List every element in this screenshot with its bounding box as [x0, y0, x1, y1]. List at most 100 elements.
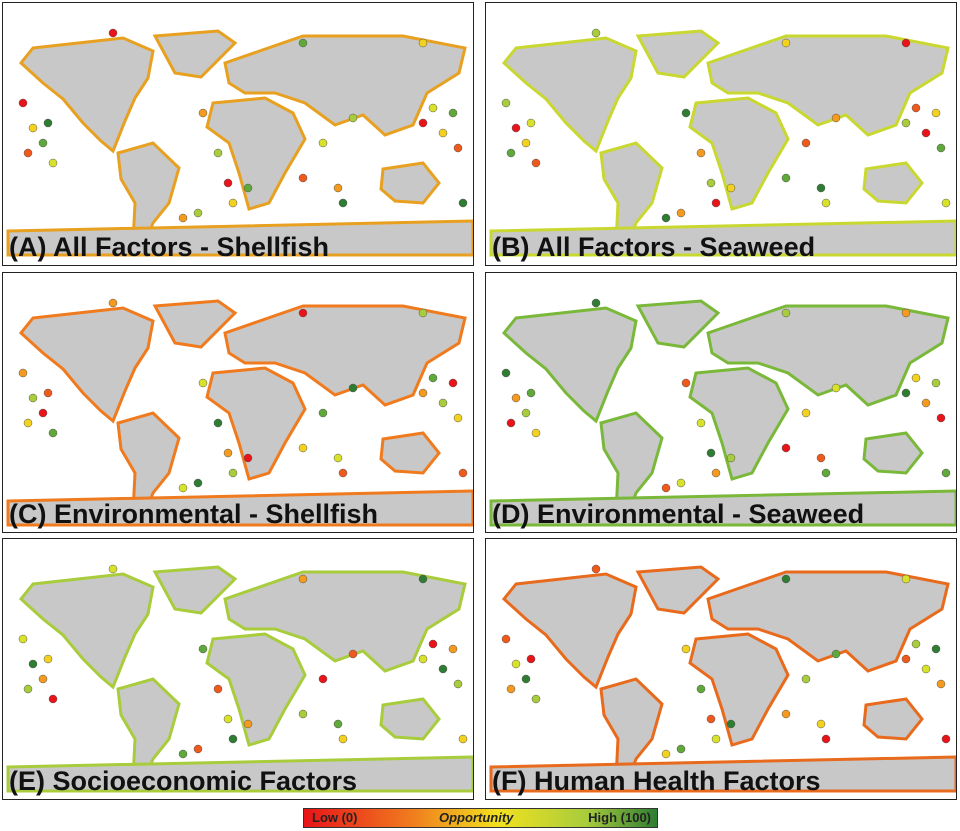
- eez-region: [428, 103, 438, 113]
- eez-region: [801, 138, 811, 148]
- eez-region: [681, 378, 691, 388]
- eez-region: [591, 28, 601, 38]
- eez-region: [108, 564, 118, 574]
- eez-region: [526, 654, 536, 664]
- panel-label: (F) Human Health Factors: [492, 766, 821, 796]
- world-map: [489, 298, 956, 527]
- eez-region: [48, 428, 58, 438]
- eez-region: [711, 468, 721, 478]
- eez-region: [338, 198, 348, 208]
- eez-region: [676, 744, 686, 754]
- eez-region: [936, 143, 946, 153]
- eez-region: [676, 208, 686, 218]
- eez-region: [453, 143, 463, 153]
- eez-region: [521, 408, 531, 418]
- eez-region: [333, 719, 343, 729]
- eez-region: [901, 38, 911, 48]
- eez-region: [511, 659, 521, 669]
- eez-region: [526, 118, 536, 128]
- eez-region: [298, 173, 308, 183]
- eez-region: [936, 679, 946, 689]
- eez-region: [781, 574, 791, 584]
- eez-region: [298, 574, 308, 584]
- panel-label: (E) Socioeconomic Factors: [9, 766, 358, 796]
- eez-region: [726, 453, 736, 463]
- panel-label: (D) Environmental - Seaweed: [492, 499, 865, 529]
- map-panel: (B) All Factors - Seaweed: [485, 2, 957, 266]
- eez-region: [911, 103, 921, 113]
- eez-region: [781, 308, 791, 318]
- eez-region: [298, 38, 308, 48]
- eez-region: [711, 734, 721, 744]
- eez-region: [706, 714, 716, 724]
- eez-region: [193, 478, 203, 488]
- eez-region: [501, 368, 511, 378]
- eez-region: [318, 408, 328, 418]
- eez-region: [438, 664, 448, 674]
- eez-region: [108, 298, 118, 308]
- eez-region: [198, 378, 208, 388]
- eez-region: [223, 714, 233, 724]
- eez-region: [831, 113, 841, 123]
- eez-region: [941, 734, 951, 744]
- eez-region: [243, 719, 253, 729]
- eez-region: [448, 378, 458, 388]
- landmasses: [489, 565, 956, 793]
- eez-region: [418, 118, 428, 128]
- eez-region: [448, 108, 458, 118]
- eez-region: [781, 173, 791, 183]
- eez-region: [821, 198, 831, 208]
- eez-region: [506, 418, 516, 428]
- eez-region: [178, 749, 188, 759]
- legend-high: High (100): [588, 810, 651, 825]
- eez-region: [18, 634, 28, 644]
- eez-region: [23, 418, 33, 428]
- landmasses: [6, 565, 473, 793]
- eez-region: [526, 388, 536, 398]
- eez-region: [506, 148, 516, 158]
- eez-region: [28, 123, 38, 133]
- eez-region: [921, 128, 931, 138]
- eez-region: [48, 158, 58, 168]
- eez-region: [511, 393, 521, 403]
- eez-region: [901, 654, 911, 664]
- eez-region: [198, 108, 208, 118]
- eez-region: [108, 28, 118, 38]
- map-panel: (E) Socioeconomic Factors: [2, 538, 474, 800]
- eez-region: [921, 664, 931, 674]
- eez-region: [458, 734, 468, 744]
- world-map: [6, 298, 473, 527]
- eez-region: [821, 468, 831, 478]
- eez-region: [901, 118, 911, 128]
- eez-region: [696, 418, 706, 428]
- landmasses: [489, 299, 956, 527]
- eez-region: [911, 373, 921, 383]
- map-panel: (F) Human Health Factors: [485, 538, 957, 800]
- eez-region: [438, 128, 448, 138]
- eez-region: [453, 679, 463, 689]
- eez-region: [243, 453, 253, 463]
- eez-region: [901, 574, 911, 584]
- eez-region: [23, 148, 33, 158]
- panel-label: (C) Environmental - Shellfish: [9, 499, 379, 529]
- panel-label: (B) All Factors - Seaweed: [492, 232, 816, 262]
- eez-region: [816, 453, 826, 463]
- eez-region: [453, 413, 463, 423]
- eez-region: [38, 674, 48, 684]
- eez-region: [936, 413, 946, 423]
- eez-region: [38, 138, 48, 148]
- eez-region: [43, 654, 53, 664]
- eez-region: [178, 213, 188, 223]
- eez-region: [911, 639, 921, 649]
- eez-region: [418, 388, 428, 398]
- eez-region: [681, 108, 691, 118]
- eez-region: [531, 428, 541, 438]
- eez-region: [318, 138, 328, 148]
- legend-low: Low (0): [312, 810, 358, 825]
- eez-region: [298, 443, 308, 453]
- eez-region: [531, 694, 541, 704]
- eez-region: [781, 709, 791, 719]
- eez-region: [18, 368, 28, 378]
- eez-region: [348, 113, 358, 123]
- eez-region: [831, 649, 841, 659]
